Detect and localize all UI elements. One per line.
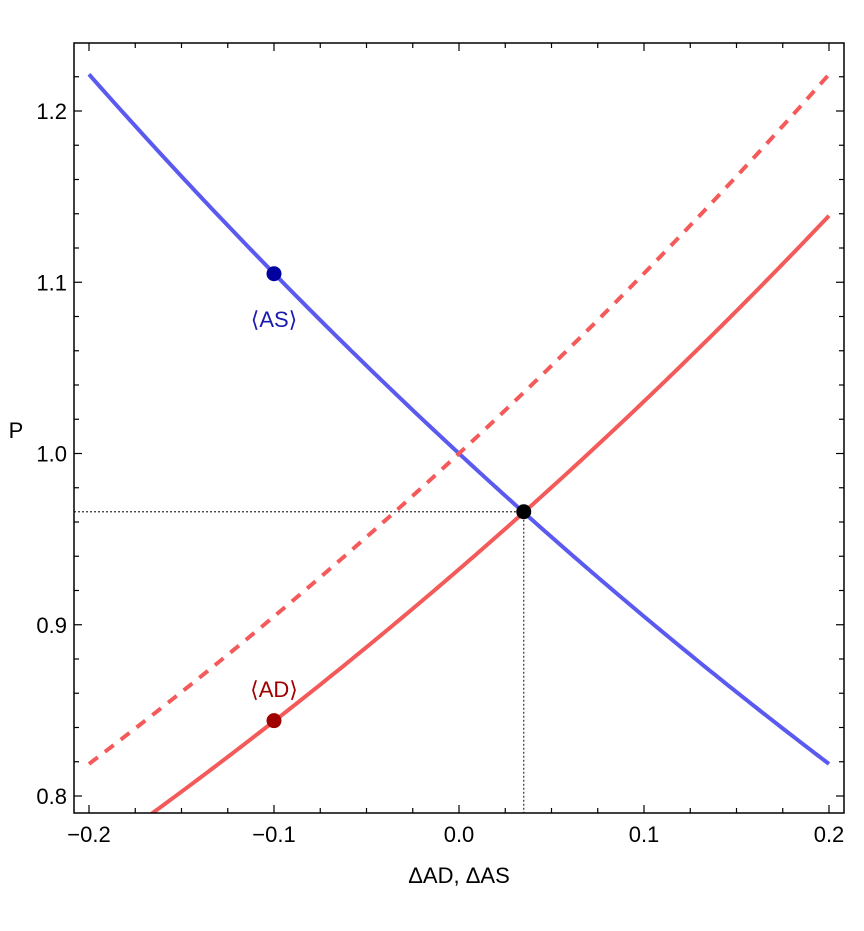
series-ad-shifted — [149, 214, 831, 813]
y-tick-label: 0.8 — [36, 784, 67, 809]
y-tick-label: 0.9 — [36, 613, 67, 638]
ad-point-marker — [266, 713, 282, 729]
ad-point-label: ⟨AD⟩ — [250, 677, 298, 702]
x-tick-label: 0.0 — [444, 822, 475, 847]
curves — [87, 73, 831, 813]
x-tick-label: −0.2 — [67, 822, 110, 847]
plot-frame — [73, 42, 845, 814]
series-as — [87, 73, 831, 766]
x-axis-label: ΔAD, ΔAS — [408, 863, 510, 888]
equilibrium-point-marker — [516, 504, 532, 520]
y-tick-label: 1.0 — [36, 442, 67, 467]
series-ad-original — [87, 73, 831, 766]
x-tick-label: 0.2 — [814, 822, 845, 847]
y-tick-label: 1.1 — [36, 270, 67, 295]
x-tick-label: 0.1 — [629, 822, 660, 847]
points — [266, 266, 532, 729]
y-tick-label: 1.2 — [36, 99, 67, 124]
axis-ticks: −0.2 −0.1 0.0 0.1 0.2 0.8 0.9 1.0 1.1 1.2 — [36, 43, 844, 847]
x-tick-label: −0.1 — [252, 822, 295, 847]
y-axis-label: P — [9, 418, 24, 443]
as-point-marker — [266, 266, 282, 282]
equilibrium-guides — [74, 511, 525, 813]
as-point-label: ⟨AS⟩ — [251, 307, 298, 332]
